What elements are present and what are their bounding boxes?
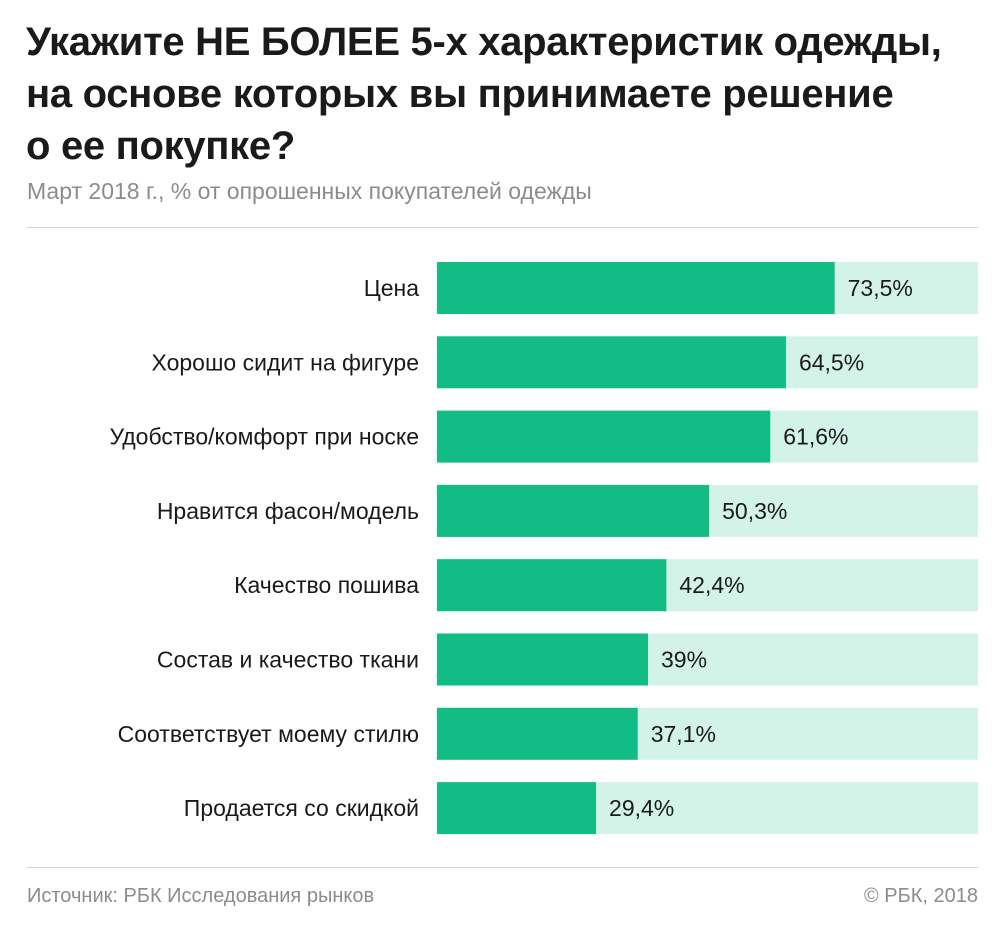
chart-subtitle: Март 2018 г., % от опрошенных покупателе… <box>27 178 592 204</box>
value-label: 73,5% <box>848 275 913 301</box>
value-label: 42,4% <box>679 572 744 598</box>
value-label: 37,1% <box>651 721 716 747</box>
category-label: Хорошо сидит на фигуре <box>152 349 420 375</box>
copyright-note: © РБК, 2018 <box>863 885 978 907</box>
top-divider <box>26 227 978 228</box>
value-label: 39% <box>661 647 707 673</box>
chart-title: Укажите НЕ БОЛЕЕ 5-х характеристик одежд… <box>26 16 986 172</box>
category-label: Удобство/комфорт при носке <box>109 424 419 450</box>
source-note: Источник: РБК Исследования рынков <box>27 885 375 907</box>
category-label: Качество пошива <box>234 572 419 598</box>
bar <box>437 707 638 760</box>
bar <box>437 633 648 686</box>
value-label: 29,4% <box>609 795 674 821</box>
value-label: 50,3% <box>722 498 787 524</box>
category-label: Состав и качество ткани <box>157 647 419 673</box>
category-label: Цена <box>364 275 420 301</box>
title-line-3: о ее покупке? <box>26 124 295 168</box>
bottom-divider <box>26 867 978 868</box>
title-line-1: Укажите НЕ БОЛЕЕ 5-х характеристик одежд… <box>26 20 942 64</box>
bar <box>437 484 710 537</box>
bar <box>437 262 835 314</box>
bar <box>437 410 771 463</box>
title-line-2: на основе которых вы принимаете решение <box>26 72 894 116</box>
bar <box>437 559 667 612</box>
category-label: Нравится фасон/модель <box>157 498 419 524</box>
category-label: Соответствует моему стилю <box>118 721 419 747</box>
bar <box>437 336 786 389</box>
value-label: 64,5% <box>799 349 864 375</box>
bar <box>437 782 597 835</box>
category-label: Продается со скидкой <box>184 795 419 821</box>
value-label: 61,6% <box>783 424 848 450</box>
